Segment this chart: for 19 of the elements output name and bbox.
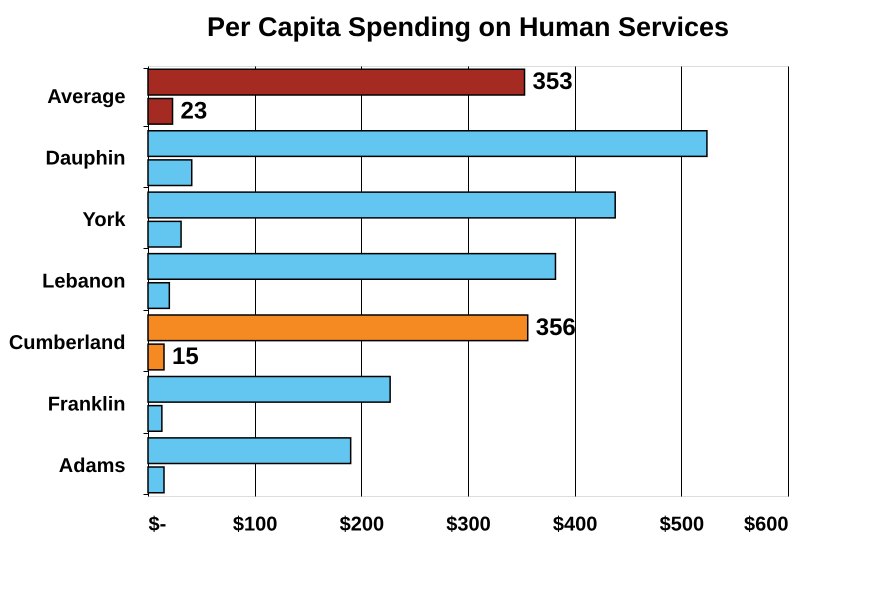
y-tick-label: York [82, 209, 126, 232]
y-tick-label: Cumberland [8, 332, 126, 354]
y-tick-label: Dauphin [46, 148, 126, 170]
y-tick-label: Average [47, 86, 126, 108]
x-tick-label: $200 [340, 514, 384, 536]
data-label: 23 [180, 97, 208, 124]
x-tick-label: $100 [232, 514, 278, 536]
data-label: 353 [532, 68, 573, 96]
x-tick-label: $- [148, 514, 166, 536]
x-tick-label: $600 [744, 514, 788, 536]
x-tick-label: $400 [552, 514, 598, 536]
chart-title: Per Capita Spending on Human Services [206, 12, 730, 42]
y-tick-label: Lebanon [42, 270, 126, 292]
x-tick-label: $300 [446, 514, 491, 536]
x-tick-label: $500 [660, 514, 704, 536]
data-label: 356 [536, 314, 576, 341]
y-tick-label: Adams [58, 454, 126, 477]
data-label: 15 [172, 343, 199, 370]
y-tick-label: Franklin [48, 393, 126, 416]
